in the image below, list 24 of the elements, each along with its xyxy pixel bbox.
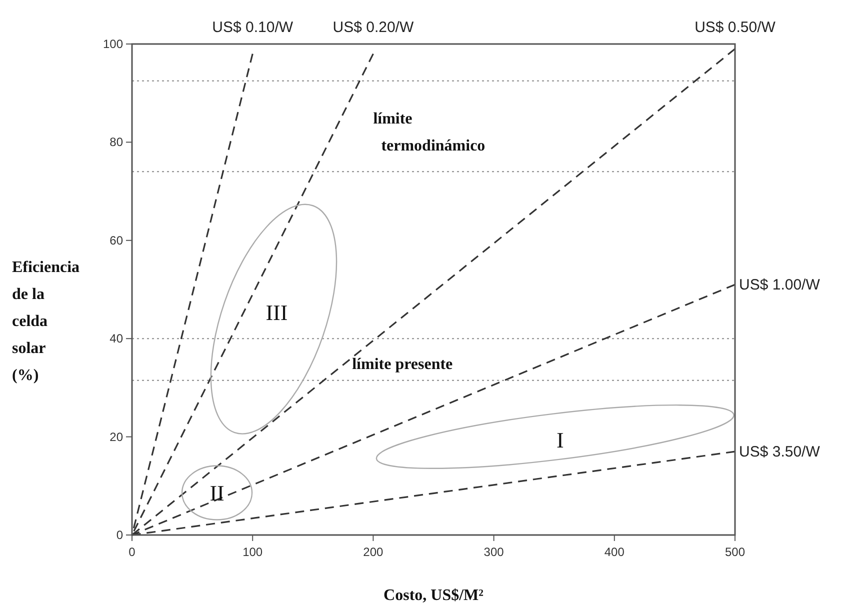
series-label: US$ 1.00/W [739,276,821,294]
y-tick-label: 80 [110,135,124,150]
series-label: US$ 3.50/W [739,444,821,461]
x-tick-label: 100 [242,545,263,559]
series-label: US$ 0.50/W [694,19,776,36]
annotation: II [210,480,224,506]
x-tick-label: 500 [724,545,746,559]
series-label: US$ 0.20/W [332,19,414,36]
y-tick-label: 0 [116,528,124,542]
x-tick-label: 300 [484,545,504,559]
y-tick-label: 40 [110,332,124,346]
y-tick-label: 60 [110,233,124,248]
y-tick-label: 20 [110,430,124,444]
annotation: III [266,300,288,325]
annotation: límite termodinámico [373,110,486,154]
x-tick-label: 0 [128,545,136,559]
x-axis-title: Costo, US$/M² [384,587,484,604]
y-tick-label: 100 [102,37,124,51]
annotation: I [556,427,564,452]
x-tick-label: 200 [363,545,384,559]
annotation: límite presente [352,356,453,373]
series-label: US$ 0.10/W [212,19,294,36]
y-axis-title: Eficiencia de la celda solar (%) [12,259,80,384]
x-tick-label: 400 [604,545,625,559]
